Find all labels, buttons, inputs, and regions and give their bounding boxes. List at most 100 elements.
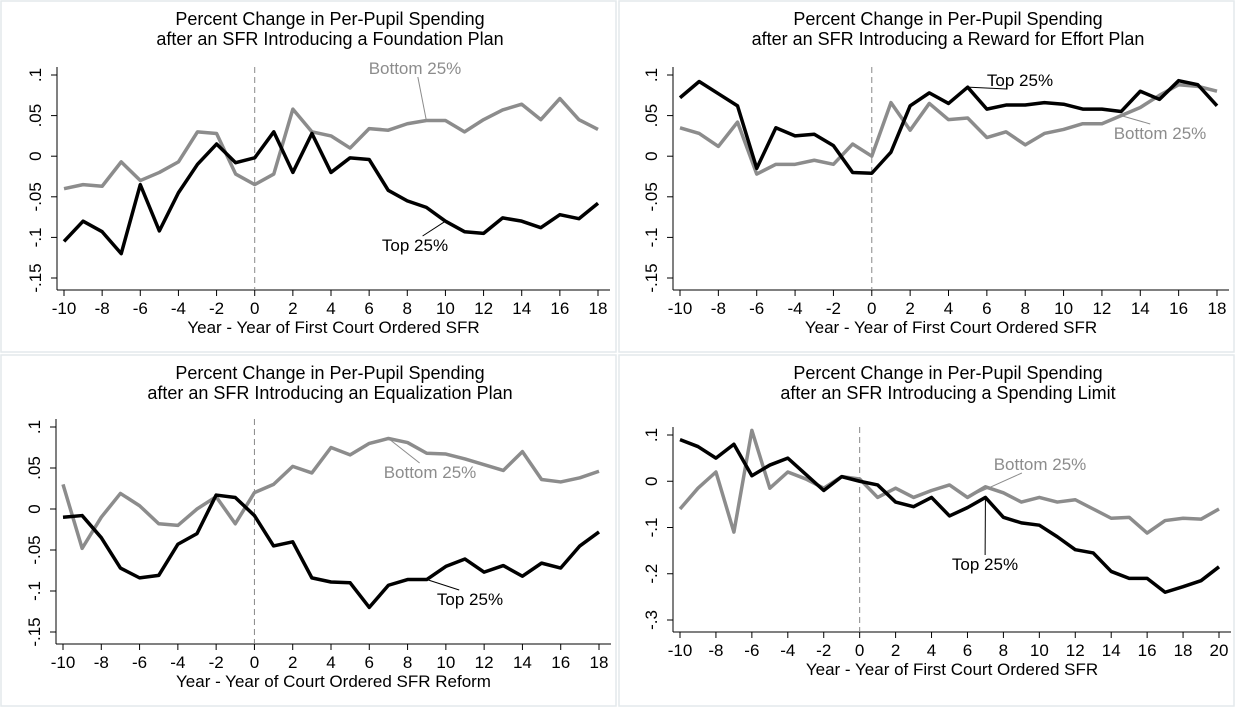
x-tick-label: 8 [403,653,412,672]
y-tick-label: .1 [26,68,45,82]
label-leader [417,76,427,121]
label-leader [967,86,1007,90]
chart-title: after an SFR Introducing an Equalization… [147,383,512,403]
y-tick-label: -.05 [26,182,45,211]
x-tick-label: -6 [749,299,764,318]
series-line [61,436,600,551]
y-tick-label: .1 [25,420,44,434]
y-tick-label: .1 [642,68,661,82]
x-tick-label: 20 [1210,641,1229,660]
y-tick-label: 0 [642,477,661,486]
x-tick-label: -6 [132,653,147,672]
x-tick-label: 10 [436,653,455,672]
x-tick-label: -8 [94,653,109,672]
x-tick-label: 12 [1066,641,1085,660]
series-label: Top 25% [987,71,1053,90]
panel-frame [618,0,1235,353]
y-tick-label: -.3 [642,610,661,630]
x-tick-label: 0 [250,653,259,672]
x-tick-label: 8 [1020,299,1029,318]
x-tick-label: 10 [436,299,455,318]
y-tick-label: -.05 [25,535,44,564]
x-tick-label: 16 [1138,641,1157,660]
x-tick-label: -2 [209,653,224,672]
y-tick-label: -.1 [26,227,45,247]
x-tick-label: 16 [1169,299,1188,318]
x-tick-label: -10 [52,299,77,318]
y-tick-label: .05 [26,104,45,128]
x-tick-label: 0 [867,299,876,318]
x-tick-label: 14 [1102,641,1121,660]
x-tick-label: -4 [780,641,795,660]
x-tick-label: 4 [326,653,335,672]
y-tick-label: .1 [642,428,661,442]
y-tick-label: 0 [642,151,661,160]
x-axis-label: Year - Year of First Court Ordered SFR [187,318,479,337]
y-tick-label: -.1 [642,227,661,247]
x-tick-label: 14 [512,299,531,318]
x-tick-label: -6 [133,299,148,318]
x-axis-label: Year - Year of First Court Ordered SFR [806,660,1098,679]
x-axis-label: Year - Year of Court Ordered SFR Reform [176,672,491,691]
label-leader [426,579,460,591]
y-tick-label: -.2 [642,564,661,584]
y-tick-label: -.15 [642,263,661,292]
label-leader [967,472,1023,498]
chart-title: Percent Change in Per-Pupil Spending [175,363,484,383]
y-tick-label: -.1 [25,581,44,601]
x-tick-label: 8 [403,299,412,318]
x-tick-label: 6 [963,641,972,660]
x-tick-label: -8 [711,299,726,318]
series-line [62,130,600,256]
x-tick-label: 10 [1030,641,1049,660]
x-tick-label: -4 [170,653,185,672]
x-tick-label: 18 [589,299,608,318]
x-tick-label: -8 [95,299,110,318]
x-tick-label: 16 [550,299,569,318]
series-label: Bottom 25% [1114,124,1207,143]
x-tick-label: -4 [788,299,803,318]
x-tick-label: 18 [1174,641,1193,660]
x-tick-label: 18 [590,653,609,672]
x-tick-label: 10 [1054,299,1073,318]
x-tick-label: -2 [826,299,841,318]
label-leader [1120,115,1151,125]
chart-title: after an SFR Introducing a Foundation Pl… [156,29,503,49]
x-tick-label: -10 [51,653,76,672]
x-tick-label: 2 [288,299,297,318]
chart-title: after an SFR Introducing a Reward for Ef… [752,29,1145,49]
series-line [678,78,1219,176]
x-tick-label: 6 [365,653,374,672]
x-tick-label: -10 [668,641,693,660]
y-tick-label: -.15 [25,617,44,646]
x-tick-label: -8 [708,641,723,660]
y-tick-label: -.05 [642,182,661,211]
x-tick-label: -2 [209,299,224,318]
series-line [63,96,599,191]
x-tick-label: 14 [513,653,532,672]
label-leader [388,438,420,464]
label-leader [422,220,446,237]
x-tick-label: 4 [944,299,953,318]
series-label: Bottom 25% [369,59,462,78]
x-tick-label: 6 [364,299,373,318]
series-label: Top 25% [952,555,1018,574]
chart-title: Percent Change in Per-Pupil Spending [793,363,1102,383]
chart-title: Percent Change in Per-Pupil Spending [793,9,1102,29]
series-line [679,82,1218,176]
x-tick-label: 2 [288,653,297,672]
x-tick-label: 8 [999,641,1008,660]
series-label: Bottom 25% [384,463,477,482]
series-line [678,428,1220,535]
series-line [62,493,601,610]
x-tick-label: 2 [905,299,914,318]
series-label: Bottom 25% [994,455,1087,474]
y-tick-label: 0 [25,504,44,513]
panel: Percent Change in Per-Pupil Spendingafte… [0,354,617,707]
x-tick-label: 14 [1131,299,1150,318]
x-tick-label: 0 [855,641,864,660]
y-tick-label: .05 [642,104,661,128]
x-tick-label: 4 [326,299,335,318]
series-label: Top 25% [382,236,448,255]
